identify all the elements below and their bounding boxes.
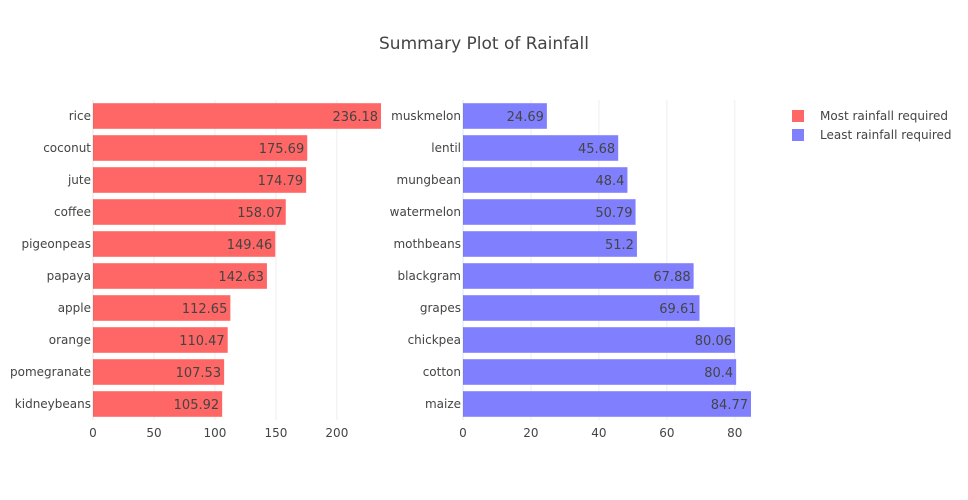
least-category-label: watermelon [390, 205, 461, 219]
least-category-label: muskmelon [391, 109, 461, 123]
most-bar-orange [93, 327, 228, 353]
most-bar-pigeonpeas [93, 231, 276, 257]
least-value-label: 69.61 [659, 302, 696, 317]
least-value-label: 45.68 [578, 142, 615, 157]
most-tick-label: 150 [264, 426, 287, 440]
chart-title: Summary Plot of Rainfall [379, 34, 589, 54]
most-category-label: pomegranate [10, 365, 91, 379]
most-value-label: 149.46 [227, 238, 273, 253]
most-bar-papaya [93, 263, 267, 289]
least-category-label: blackgram [398, 269, 461, 283]
least-value-label: 80.06 [695, 334, 732, 349]
least-category-label: chickpea [408, 333, 461, 347]
least-bar-mungbean [463, 167, 628, 193]
least-value-label: 24.69 [507, 110, 544, 125]
least-tick-label: 40 [591, 426, 606, 440]
most-bar-pomegranate [93, 359, 225, 385]
least-bar-maize [463, 391, 751, 417]
most-value-label: 112.65 [182, 302, 228, 317]
least-category-label: grapes [420, 301, 461, 315]
least-tick-label: 0 [459, 426, 467, 440]
least-value-label: 80.4 [704, 366, 733, 381]
legend-item-least[interactable]: Least rainfall required [792, 125, 952, 144]
most-value-label: 175.69 [259, 142, 305, 157]
most-category-label: apple [58, 301, 91, 315]
most-value-label: 174.79 [258, 174, 304, 189]
legend-swatch-least [792, 128, 804, 141]
most-category-label: coffee [54, 205, 91, 219]
most-bar-jute [93, 167, 307, 193]
least-value-label: 50.79 [595, 206, 632, 221]
least-category-label: maize [425, 397, 461, 411]
least-bar-blackgram [463, 263, 694, 289]
most-category-label: kidneybeans [15, 397, 91, 411]
least-category-label: mungbean [397, 173, 461, 187]
least-bar-mothbeans [463, 231, 637, 257]
most-value-label: 107.53 [176, 366, 222, 381]
most-bar-kidneybeans [93, 391, 223, 417]
most-bar-rice [93, 103, 381, 129]
legend-label-most: Most rainfall required [820, 108, 949, 123]
most-category-label: orange [49, 333, 91, 347]
least-value-label: 67.88 [653, 270, 690, 285]
legend-item-most[interactable]: Most rainfall required [792, 106, 952, 125]
most-value-label: 236.18 [333, 110, 379, 125]
most-value-label: 105.92 [174, 398, 220, 413]
most-tick-label: 50 [146, 426, 161, 440]
least-bar-watermelon [463, 199, 636, 225]
most-category-label: coconut [43, 141, 91, 155]
most-value-label: 158.07 [237, 206, 283, 221]
most-category-label: jute [67, 173, 91, 187]
least-category-label: lentil [431, 141, 461, 155]
least-category-label: cotton [423, 365, 461, 379]
most-value-label: 142.63 [218, 270, 264, 285]
least-bar-cotton [463, 359, 737, 385]
most-value-label: 110.47 [179, 334, 225, 349]
most-category-label: papaya [47, 269, 91, 283]
least-value-label: 48.4 [595, 174, 624, 189]
least-bar-chickpea [463, 327, 735, 353]
legend-swatch-most [792, 109, 804, 122]
most-bar-coconut [93, 135, 308, 161]
most-category-label: pigeonpeas [21, 237, 91, 251]
least-bar-grapes [463, 295, 700, 321]
least-value-label: 51.2 [605, 238, 634, 253]
least-tick-label: 20 [523, 426, 538, 440]
most-tick-label: 200 [325, 426, 348, 440]
least-value-label: 84.77 [711, 398, 748, 413]
legend[interactable]: Most rainfall required Least rainfall re… [792, 106, 952, 144]
most-tick-label: 100 [203, 426, 226, 440]
most-bar-coffee [93, 199, 286, 225]
least-tick-label: 80 [727, 426, 742, 440]
most-tick-label: 0 [89, 426, 97, 440]
least-bar-muskmelon [463, 103, 547, 129]
least-tick-label: 60 [659, 426, 674, 440]
legend-label-least: Least rainfall required [820, 127, 952, 142]
most-bar-apple [93, 295, 231, 321]
most-category-label: rice [69, 109, 91, 123]
least-category-label: mothbeans [393, 237, 461, 251]
least-bar-lentil [463, 135, 619, 161]
